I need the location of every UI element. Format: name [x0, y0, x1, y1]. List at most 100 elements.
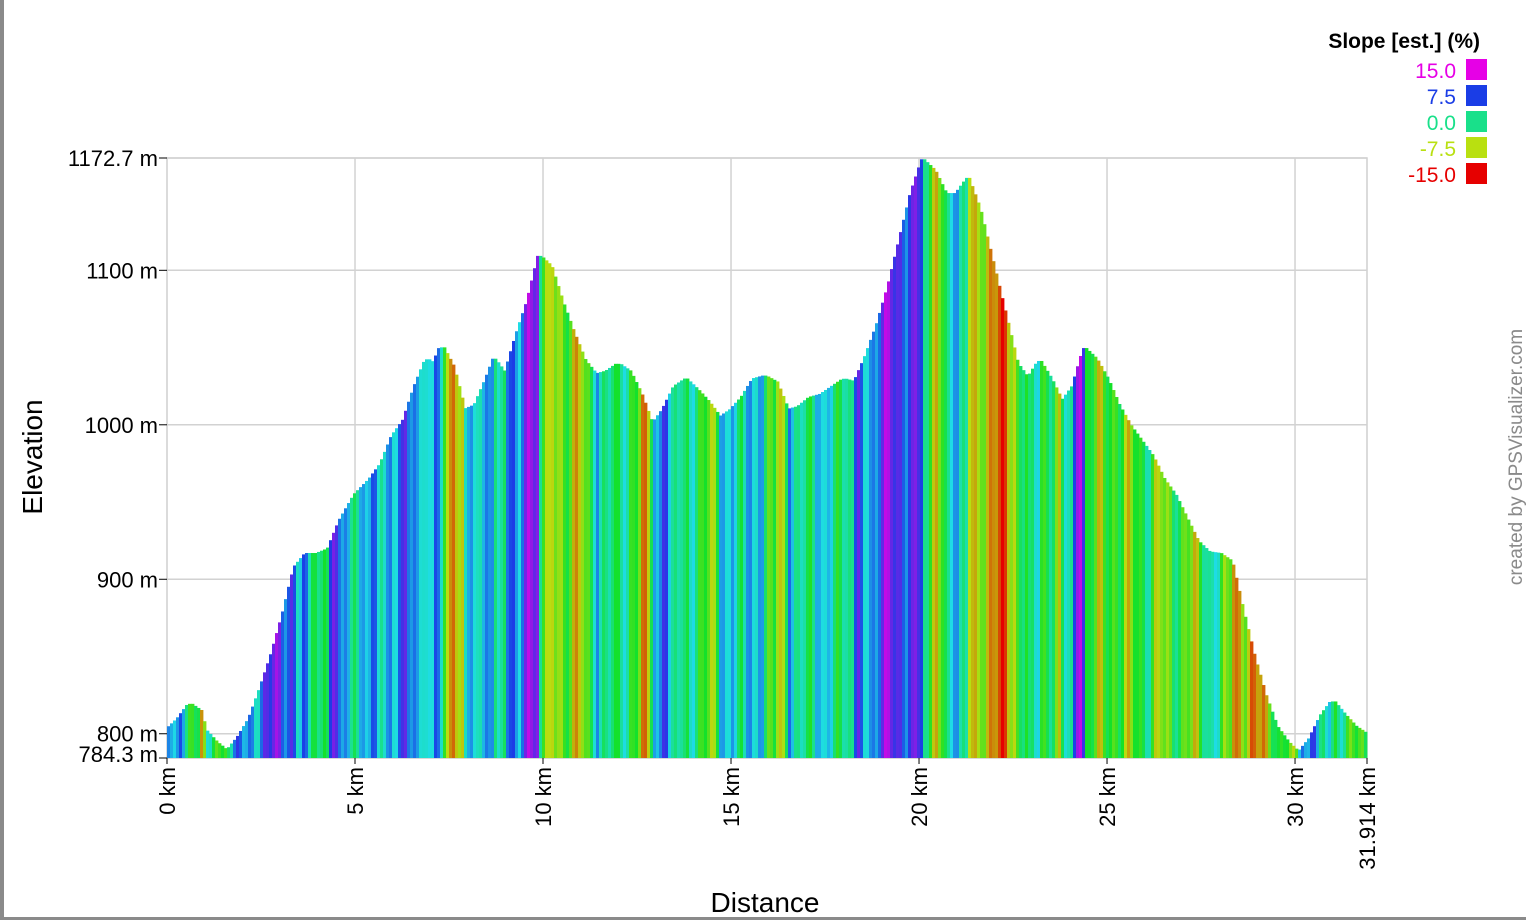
- profile-slice: [551, 267, 555, 758]
- profile-slice: [359, 487, 363, 758]
- profile-slice: [488, 366, 492, 758]
- profile-slice: [1154, 459, 1158, 758]
- profile-slice: [335, 525, 339, 758]
- profile-slice: [533, 268, 537, 758]
- profile-slice: [950, 193, 954, 758]
- profile-slice: [1130, 425, 1134, 758]
- profile-slice: [725, 411, 729, 758]
- profile-slice: [1340, 708, 1344, 758]
- profile-slice: [584, 358, 588, 758]
- profile-slice: [1244, 616, 1248, 758]
- profile-slice: [1268, 703, 1272, 758]
- x-tick-label: 15 km: [719, 767, 744, 827]
- profile-slice: [383, 451, 387, 758]
- profile-slice: [839, 379, 843, 758]
- profile-slice: [389, 437, 393, 758]
- profile-slice: [392, 432, 396, 758]
- profile-slice: [278, 622, 282, 758]
- profile-slice: [875, 323, 879, 758]
- profile-slice: [710, 403, 714, 758]
- profile-slice: [518, 322, 522, 758]
- profile-slice: [935, 171, 939, 758]
- legend-swatch: [1466, 111, 1487, 132]
- profile-slice: [1352, 722, 1356, 758]
- profile-slice: [587, 363, 591, 758]
- profile-slice: [1172, 490, 1176, 758]
- profile-slice: [767, 376, 771, 758]
- profile-slice: [728, 409, 732, 758]
- profile-slice: [572, 329, 576, 758]
- profile-slice: [1286, 739, 1290, 758]
- profile-slice: [1196, 538, 1200, 758]
- profile-slice: [494, 358, 498, 758]
- profile-slice: [566, 312, 570, 758]
- profile-slice: [560, 295, 564, 758]
- profile-slice: [602, 371, 606, 758]
- profile-slice: [581, 351, 585, 758]
- profile-slice: [854, 377, 858, 758]
- profile-slice: [386, 444, 390, 758]
- profile-slice: [1307, 738, 1311, 758]
- profile-slice: [986, 236, 990, 758]
- profile-slice: [1346, 715, 1350, 758]
- profile-slice: [341, 513, 345, 758]
- profile-slice: [653, 419, 657, 758]
- profile-slice: [536, 255, 540, 758]
- x-tick-label: 10 km: [531, 767, 556, 827]
- profile-slice: [1115, 397, 1119, 758]
- profile-slice: [224, 748, 228, 758]
- y-tick-label: 800 m: [97, 722, 158, 747]
- profile-slice: [1007, 322, 1011, 758]
- profile-slice: [716, 411, 720, 758]
- profile-slice: [1103, 371, 1107, 758]
- profile-slice: [620, 364, 624, 758]
- profile-slice: [626, 368, 630, 758]
- profile-slice: [905, 207, 909, 758]
- profile-slice: [743, 390, 747, 758]
- profile-slice: [1283, 735, 1287, 758]
- profile-slice: [290, 574, 294, 758]
- profile-slice: [665, 399, 669, 758]
- x-tick-label: 25 km: [1095, 767, 1120, 827]
- profile-slice: [722, 413, 726, 758]
- profile-slice: [425, 359, 429, 758]
- profile-slice: [968, 177, 972, 758]
- profile-slice: [929, 165, 933, 758]
- profile-slice: [845, 378, 849, 758]
- profile-slice: [863, 356, 867, 758]
- profile-slice: [632, 375, 636, 758]
- profile-slice: [1019, 366, 1023, 758]
- profile-slice: [1271, 711, 1275, 758]
- profile-slice: [866, 348, 870, 758]
- profile-slice: [1334, 701, 1338, 758]
- profile-slice: [188, 703, 192, 758]
- profile-slice: [1337, 705, 1341, 758]
- profile-slice: [374, 469, 378, 758]
- x-tick-labels: 0 km 5 km 10 km 15 km 20 km 25 km 30 km 31.914 …: [155, 758, 1380, 870]
- profile-slice: [557, 286, 561, 758]
- profile-slice: [1082, 348, 1086, 758]
- profile-slice: [215, 740, 219, 758]
- profile-slice: [899, 232, 903, 758]
- profile-slice: [356, 490, 360, 758]
- profile-slice: [737, 399, 741, 758]
- profile-slice: [1109, 383, 1113, 758]
- profile-slice: [413, 384, 417, 758]
- profile-slice: [920, 159, 924, 758]
- profile-slice: [1124, 414, 1128, 758]
- profile-slice: [542, 257, 546, 758]
- profile-slice: [191, 703, 195, 758]
- profile-slice: [275, 633, 279, 758]
- profile-slice: [1184, 513, 1188, 758]
- profile-slice: [1166, 482, 1170, 758]
- profile-slice: [971, 186, 975, 759]
- profile-slice: [464, 408, 468, 758]
- profile-slice: [185, 704, 189, 758]
- profile-slice: [428, 359, 432, 758]
- profile-slice: [1205, 548, 1209, 758]
- profile-slice: [881, 302, 885, 758]
- profile-slice: [1358, 727, 1362, 758]
- profile-slice: [680, 380, 684, 758]
- profile-slice: [311, 553, 315, 758]
- profile-slice: [1361, 729, 1365, 758]
